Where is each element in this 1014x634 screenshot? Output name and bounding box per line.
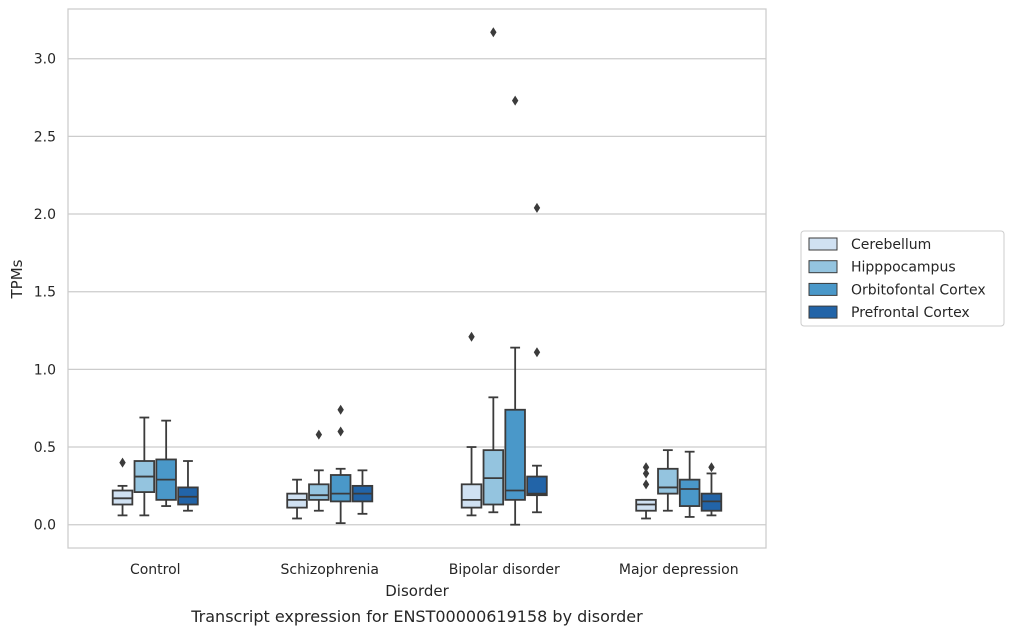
box-group (133, 416, 156, 517)
box-iqr (504, 408, 526, 501)
legend-label: Orbitofontal Cortex (851, 282, 986, 298)
plot-area (111, 27, 723, 526)
box-group (700, 462, 723, 517)
y-axis-ticks: 0.0 0.5 1.0 1.5 2.0 2.5 3.0 (34, 52, 56, 534)
legend-item: Orbitofontal Cortex (808, 282, 986, 298)
box-group (657, 449, 679, 512)
outlier-point (119, 457, 126, 468)
y-axis-label: TPMs (8, 259, 26, 299)
grid-lines (68, 58, 766, 526)
x-tick-label: Schizophrenia (281, 562, 379, 578)
legend-item: Prefrontal Cortex (808, 305, 970, 321)
outlier-point (642, 479, 650, 490)
outlier-point (642, 462, 650, 473)
outlier-point (337, 426, 344, 437)
y-tick-label: 2.5 (34, 129, 56, 145)
box-group (308, 429, 330, 512)
box-group (482, 27, 505, 514)
chart-caption: Transcript expression for ENST0000061915… (190, 607, 643, 626)
legend-frame (800, 230, 1005, 327)
y-tick-label: 1.5 (34, 285, 56, 301)
y-tick-label: 1.0 (34, 362, 56, 378)
x-axis-ticks: Control Schizophrenia Bipolar disorder Majo… (130, 562, 739, 578)
outlier-point (533, 347, 541, 358)
legend-label: Prefrontal Cortex (851, 305, 970, 321)
box-group (177, 460, 199, 512)
legend-swatch (808, 305, 838, 319)
y-tick-label: 0.5 (34, 440, 56, 456)
y-tick-label: 3.0 (34, 52, 56, 68)
legend-item: Hipppocampus (808, 260, 956, 276)
x-tick-label: Control (130, 562, 181, 578)
outlier-point (708, 462, 715, 473)
box-iqr (526, 475, 548, 497)
box-iqr (329, 474, 352, 503)
y-tick-label: 0.0 (34, 518, 56, 534)
legend: Cerebellum Hipppocampus Orbitofontal Corte… (800, 230, 1005, 327)
box-group (111, 457, 134, 517)
box-group (526, 202, 548, 514)
legend-swatch (808, 282, 838, 296)
axes-frame (67, 8, 767, 549)
x-tick-label: Major depression (619, 562, 739, 578)
outlier-point (511, 95, 519, 106)
legend-swatch (808, 237, 838, 251)
box-group (460, 331, 483, 517)
x-tick-label: Bipolar disorder (449, 562, 560, 578)
outlier-point (337, 404, 344, 415)
box-iqr (460, 483, 483, 509)
box-iqr (657, 467, 679, 495)
x-axis-label: Disorder (385, 582, 449, 600)
outlier-point (315, 429, 323, 440)
outlier-point (533, 202, 541, 213)
box-group (635, 462, 657, 520)
legend-swatch (808, 260, 838, 274)
box-group (678, 450, 701, 518)
legend-item: Cerebellum (808, 237, 931, 253)
box-iqr (308, 483, 330, 501)
box-group (351, 469, 374, 515)
outlier-point (642, 468, 650, 479)
outlier-point (490, 27, 497, 38)
box-group (504, 95, 526, 526)
box-group (155, 419, 177, 507)
legend-label: Hipppocampus (851, 260, 956, 276)
y-tick-label: 2.0 (34, 207, 56, 223)
box-group (286, 478, 308, 520)
box-group (329, 404, 352, 525)
box-iqr (678, 478, 701, 507)
legend-label: Cerebellum (851, 237, 931, 253)
outlier-point (468, 331, 475, 342)
